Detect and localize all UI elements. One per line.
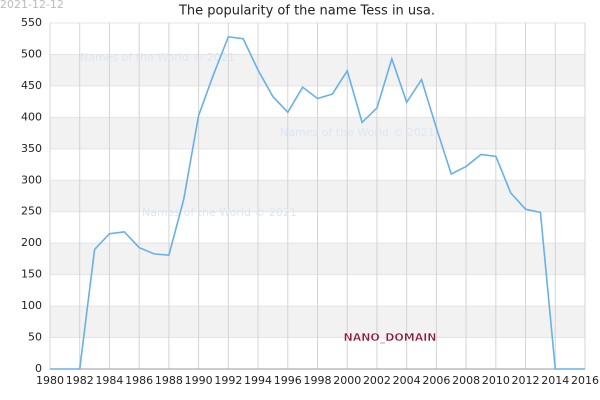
x-tick-label: 1984 xyxy=(95,374,123,387)
x-tick-label: 2002 xyxy=(363,374,391,387)
watermark: Names of the World © 2021 xyxy=(142,206,297,219)
date-stamp: 2021-12-12 xyxy=(0,0,64,11)
y-tick-label: 550 xyxy=(21,16,42,29)
y-tick-label: 150 xyxy=(21,268,42,281)
x-tick-label: 2016 xyxy=(571,374,599,387)
badge: NANO_DOMAIN xyxy=(343,331,436,344)
chart-title: The popularity of the name Tess in usa. xyxy=(178,4,435,19)
x-tick-label: 1992 xyxy=(214,374,242,387)
x-tick-label: 2004 xyxy=(393,374,421,387)
watermark: Names of the World © 2021 xyxy=(80,51,235,64)
x-tick-label: 1990 xyxy=(185,374,213,387)
x-tick-label: 1998 xyxy=(304,374,332,387)
x-tick-label: 2000 xyxy=(333,374,361,387)
y-tick-label: 500 xyxy=(21,47,42,60)
line xyxy=(50,35,585,370)
x-tick-label: 2008 xyxy=(452,374,480,387)
x-tick-label: 2012 xyxy=(512,374,540,387)
x-tick-label: 1996 xyxy=(274,374,302,387)
y-tick-label: 200 xyxy=(21,236,42,249)
y-tick-label: 300 xyxy=(21,173,42,186)
x-tick-label: 1982 xyxy=(66,374,94,387)
x-tick-label: 1980 xyxy=(36,374,64,387)
x-tick-label: 1988 xyxy=(155,374,183,387)
y-tick-label: 450 xyxy=(21,79,42,92)
y-tick-label: 0 xyxy=(35,362,42,375)
y-tick-label: 100 xyxy=(21,299,42,312)
x-tick-label: 2006 xyxy=(422,374,450,387)
plot-background xyxy=(49,22,586,370)
y-tick-label: 350 xyxy=(21,142,42,155)
y-tick-label: 400 xyxy=(21,110,42,123)
x-tick-label: 2010 xyxy=(482,374,510,387)
x-tick-label: 2014 xyxy=(541,374,569,387)
watermark: Names of the World © 2021 xyxy=(280,126,435,139)
x-tick-label: 1994 xyxy=(244,374,272,387)
x-tick-label: 1986 xyxy=(125,374,153,387)
y-tick-label: 250 xyxy=(21,205,42,218)
y-tick-label: 50 xyxy=(28,331,42,344)
